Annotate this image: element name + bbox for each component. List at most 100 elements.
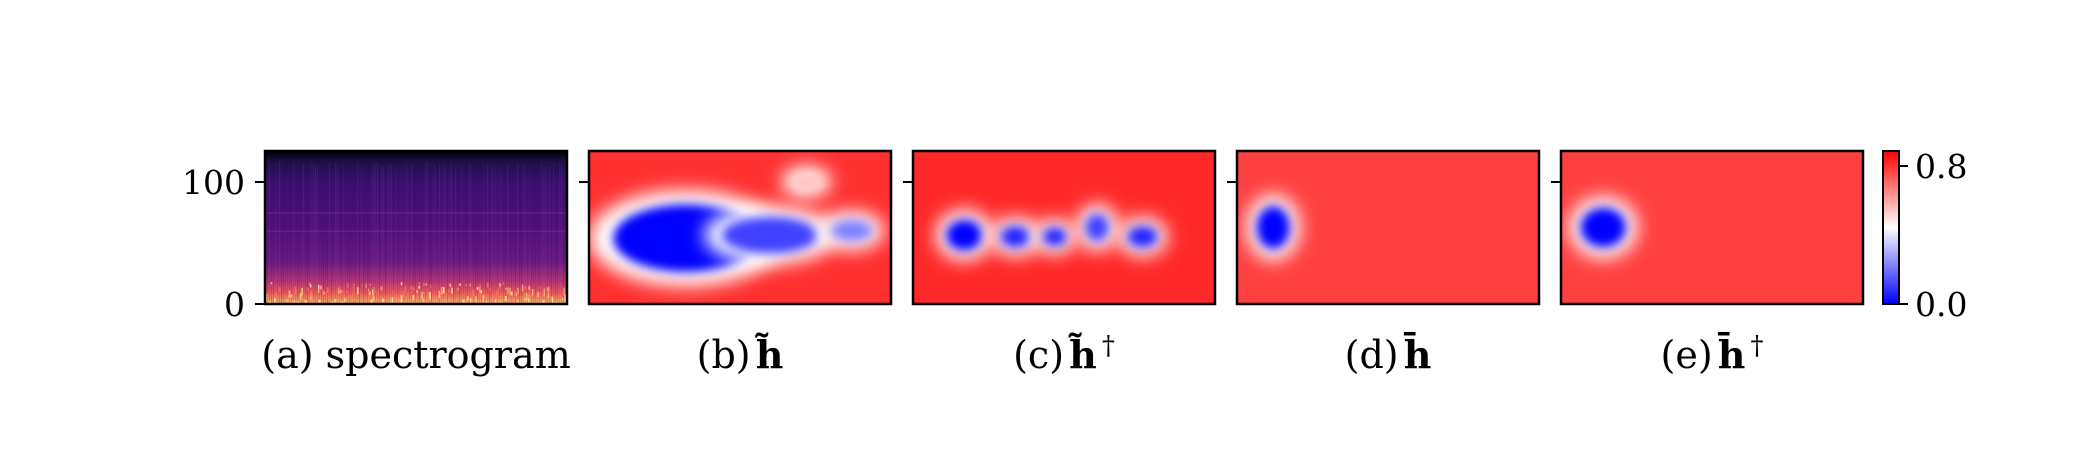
spectrogram-streak [393, 161, 395, 304]
spectrogram-speckle [551, 296, 553, 303]
spectrogram-streak [405, 162, 407, 304]
spectrogram-speckle [482, 295, 485, 303]
spectrogram-speckle [443, 287, 445, 294]
spectrogram-streak [413, 161, 415, 304]
spectrogram-speckle [288, 290, 291, 298]
spectrogram-speckle [496, 290, 499, 294]
spectrogram-speckle [530, 294, 532, 297]
spectrogram-speckle [322, 289, 324, 294]
spectrogram-streak [307, 163, 309, 304]
spectrogram-image [265, 151, 567, 304]
spectrogram-streak [417, 162, 419, 304]
spectrogram-speckle [294, 286, 297, 295]
panel-c-region-1 [1000, 225, 1031, 248]
spectrogram-streak [329, 163, 331, 304]
spectrogram-speckle [412, 294, 415, 300]
spectrogram-speckle [348, 294, 350, 300]
spectrogram-speckle [377, 288, 380, 294]
spectrogram-speckle [486, 294, 488, 302]
spectrogram-speckle [318, 284, 320, 290]
spectrogram-streak [349, 162, 351, 304]
spectrogram-texture [265, 161, 567, 304]
spectrogram-streak [497, 164, 499, 304]
spectrogram-speckle [307, 300, 309, 304]
spectrogram-speckle [466, 299, 469, 304]
panel-b-frame [587, 149, 893, 306]
spectrogram-speckle [473, 301, 476, 304]
spectrogram-speckle [377, 292, 379, 296]
spectrogram-streak [431, 163, 433, 304]
panel-e-caption: (e) h̄ † [1661, 331, 1764, 377]
panel-b-region-3 [791, 173, 822, 190]
spectrogram-speckle [400, 295, 403, 303]
spectrogram-speckle [449, 301, 452, 304]
spectrogram-speckle [516, 300, 519, 304]
spectrogram-speckle [368, 295, 371, 301]
spectrogram-streak [493, 164, 495, 304]
ytick-100-label: 100 [182, 163, 245, 202]
spectrogram-speckle [293, 301, 295, 304]
panel-c-caption-sup: † [1102, 331, 1115, 361]
spectrogram-speckle [290, 294, 293, 297]
spectrogram-streak [415, 162, 417, 304]
panel-b-caption-prefix: (b) [697, 333, 751, 377]
spectrogram-speckle [370, 299, 373, 304]
spectrogram-speckle [483, 297, 486, 304]
spectrogram-speckle [505, 287, 507, 291]
spectrogram-speckle [299, 293, 302, 300]
spectrogram-streak [397, 165, 399, 304]
spectrogram-speckle [494, 299, 497, 304]
spectrogram-speckle [357, 287, 359, 295]
spectrogram-speckle [323, 291, 325, 295]
panel-d-heatmap: (d) h̄ [1227, 149, 1541, 377]
spectrogram-speckle [269, 301, 271, 304]
spectrogram-speckle [353, 283, 355, 290]
spectrogram-streak [383, 166, 385, 304]
spectrogram-speckle [265, 293, 268, 298]
spectrogram-streak [427, 161, 429, 304]
panel-e-heatmap: (e) h̄ † [1551, 149, 1865, 377]
spectrogram-streak [495, 162, 497, 304]
spectrogram-streak [425, 161, 427, 304]
spectrogram-streak [467, 162, 469, 304]
spectrogram-speckle [320, 285, 322, 290]
spectrogram-speckle [342, 290, 345, 294]
spectrogram-speckle [521, 284, 524, 292]
spectrogram-streak [353, 164, 355, 304]
spectrogram-streak [355, 161, 357, 304]
spectrogram-streak [295, 166, 297, 304]
spectrogram-speckle [472, 290, 474, 297]
spectrogram-streak [361, 165, 363, 304]
spectrogram-streak [479, 164, 481, 304]
spectrogram-speckle [547, 287, 549, 292]
spectrogram-streak [423, 162, 425, 304]
spectrogram-speckle [422, 299, 424, 302]
spectrogram-speckle [331, 301, 334, 304]
spectrogram-speckle [429, 284, 432, 288]
panel-e-caption-prefix: (e) [1661, 333, 1713, 377]
spectrogram-speckle [318, 299, 321, 304]
spectrogram-streak [403, 163, 405, 304]
spectrogram-streak [333, 166, 335, 304]
spectrogram-streak [487, 165, 489, 304]
spectrogram-speckle [334, 299, 336, 304]
colorbar-tick-high-label: 0.8 [1915, 147, 1967, 186]
spectrogram-speckle [412, 286, 415, 292]
spectrogram-streak [317, 165, 319, 304]
spectrogram-streak [511, 161, 513, 304]
panel-a-frame [263, 149, 569, 306]
spectrogram-speckle [462, 299, 465, 304]
spectrogram-streak [507, 164, 509, 304]
spectrogram-streak [293, 161, 295, 304]
spectrogram-speckle [340, 289, 342, 294]
spectrogram-streak [517, 163, 519, 304]
spectrogram-streak [369, 163, 371, 304]
spectrogram-speckle [309, 284, 312, 288]
spectrogram-streak [461, 165, 463, 304]
spectrogram-streak [469, 163, 471, 304]
spectrogram-streak [343, 165, 345, 304]
spectrogram-streak [297, 164, 299, 304]
spectrogram-streak [339, 165, 341, 304]
spectrogram-streak [285, 165, 287, 304]
spectrogram-streak [389, 165, 391, 304]
